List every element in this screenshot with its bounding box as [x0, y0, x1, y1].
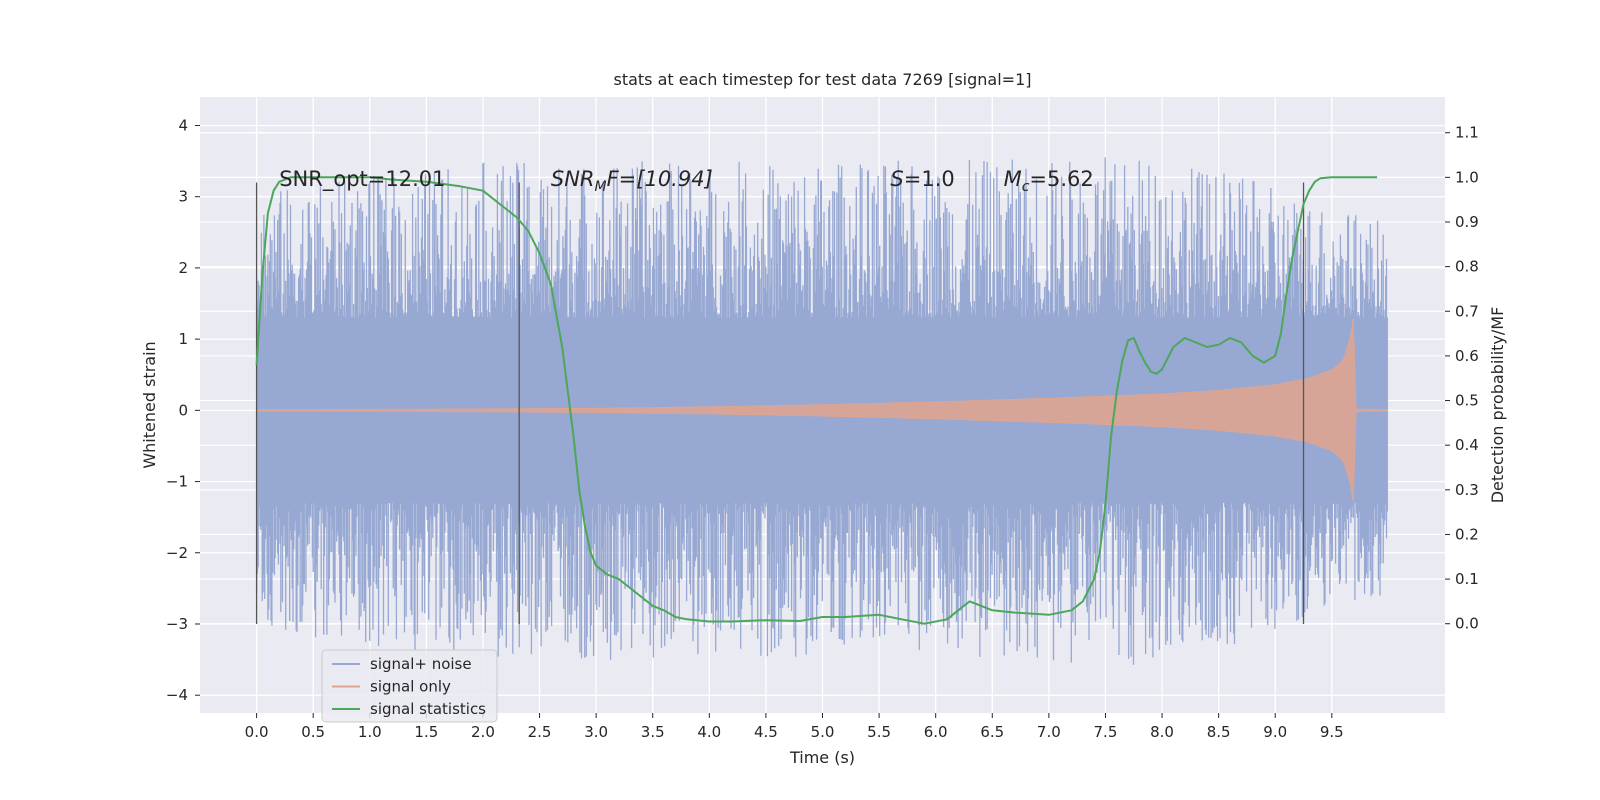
x-tick-label: 9.0: [1263, 723, 1287, 741]
y2-tick-label: 0.2: [1455, 525, 1479, 543]
y-tick-label: −3: [166, 615, 188, 633]
y2-tick-label: 0.0: [1455, 615, 1479, 633]
x-tick-label: 9.5: [1320, 723, 1344, 741]
y2-tick-label: 0.5: [1455, 392, 1479, 410]
annotation-snr-mf-name: SNR: [551, 167, 595, 191]
y-tick-label: 1: [178, 330, 188, 348]
annotation-snr-mf-sub: M: [595, 179, 607, 195]
annotation-snr-mf-suffix: F=[10.94]: [607, 167, 713, 191]
x-tick-label: 6.0: [924, 723, 948, 741]
x-tick-label: 7.0: [1037, 723, 1061, 741]
x-tick-label: 2.0: [471, 723, 495, 741]
x-tick-label: 5.5: [867, 723, 891, 741]
x-tick-label: 8.0: [1150, 723, 1174, 741]
x-tick-label: 3.5: [641, 723, 665, 741]
y2-tick-label: 0.4: [1455, 436, 1479, 454]
y-tick-label: −4: [166, 686, 188, 704]
x-axis-label: Time (s): [789, 748, 855, 767]
signal-statistics-series: [255, 176, 1378, 625]
y-tick-label: −2: [166, 544, 188, 562]
annotation-mc: Mc=5.62: [1004, 167, 1094, 195]
y2-tick-label: 0.7: [1455, 302, 1479, 320]
x-tick-label: 1.0: [358, 723, 382, 741]
signal-only-series: [256, 318, 1388, 503]
chart-title: stats at each timestep for test data 726…: [613, 70, 1031, 89]
y-axis-label: Whitened strain: [140, 341, 159, 468]
x-tick-label: 0.5: [301, 723, 325, 741]
x-tick-label: 5.0: [811, 723, 835, 741]
annotations: SNR_opt=12.01 SNRMF=[10.94] S=1.0 Mc=5.6…: [279, 167, 1094, 195]
x-tick-label: 1.5: [414, 723, 438, 741]
y-tick-label: 4: [178, 116, 188, 134]
annotation-mc-name: M: [1004, 167, 1022, 191]
segment-markers: [255, 182, 1305, 624]
y2-axis-label: Detection probability/MF: [1488, 307, 1507, 504]
y-tick-label: 2: [178, 259, 188, 277]
annotation-mc-sub: c: [1022, 179, 1030, 195]
x-tick-label: 0.0: [245, 723, 269, 741]
y2-tick-label: 1.0: [1455, 168, 1479, 186]
y2-tick-label: 0.8: [1455, 258, 1479, 276]
y-tick-label: −1: [166, 473, 188, 491]
y2-tick-label: 0.3: [1455, 481, 1479, 499]
legend: signal+ noise signal only signal statist…: [321, 649, 498, 723]
x-tick-label: 7.5: [1094, 723, 1118, 741]
annotation-snr-opt: SNR_opt=12.01: [279, 167, 445, 192]
legend-label-signal-only: signal only: [370, 678, 451, 696]
annotation-snr-mf: SNRMF=[10.94]: [551, 167, 713, 195]
x-tick-label: 3.0: [584, 723, 608, 741]
legend-label-signal-statistics: signal statistics: [370, 700, 486, 718]
legend-box: [321, 649, 498, 723]
axis-ticks: 0.0 0.5 1.0 1.5 2.0 2.5 3.0 3.5 4.0 4.5 5.0 5.5 6.0 6…: [166, 116, 1479, 741]
signal-only-envelope: [256, 318, 1388, 503]
y-tick-label: 0: [178, 401, 188, 419]
annotation-s-value: =1.0: [904, 167, 955, 191]
y2-tick-label: 0.9: [1455, 213, 1479, 231]
annotation-s-name: S: [890, 167, 903, 191]
y2-tick-label: 0.6: [1455, 347, 1479, 365]
x-tick-label: 4.5: [754, 723, 778, 741]
y2-tick-label: 1.1: [1455, 124, 1479, 142]
x-tick-label: 6.5: [980, 723, 1004, 741]
y2-tick-label: 0.1: [1455, 570, 1479, 588]
x-tick-label: 4.0: [697, 723, 721, 741]
annotation-mc-value: =5.62: [1029, 167, 1093, 191]
y-tick-label: 3: [178, 188, 188, 206]
x-tick-label: 2.5: [528, 723, 552, 741]
legend-label-signal-noise: signal+ noise: [370, 655, 472, 673]
x-tick-label: 8.5: [1207, 723, 1231, 741]
signal-statistics-line: [255, 176, 1378, 625]
annotation-s: S=1.0: [890, 167, 954, 191]
